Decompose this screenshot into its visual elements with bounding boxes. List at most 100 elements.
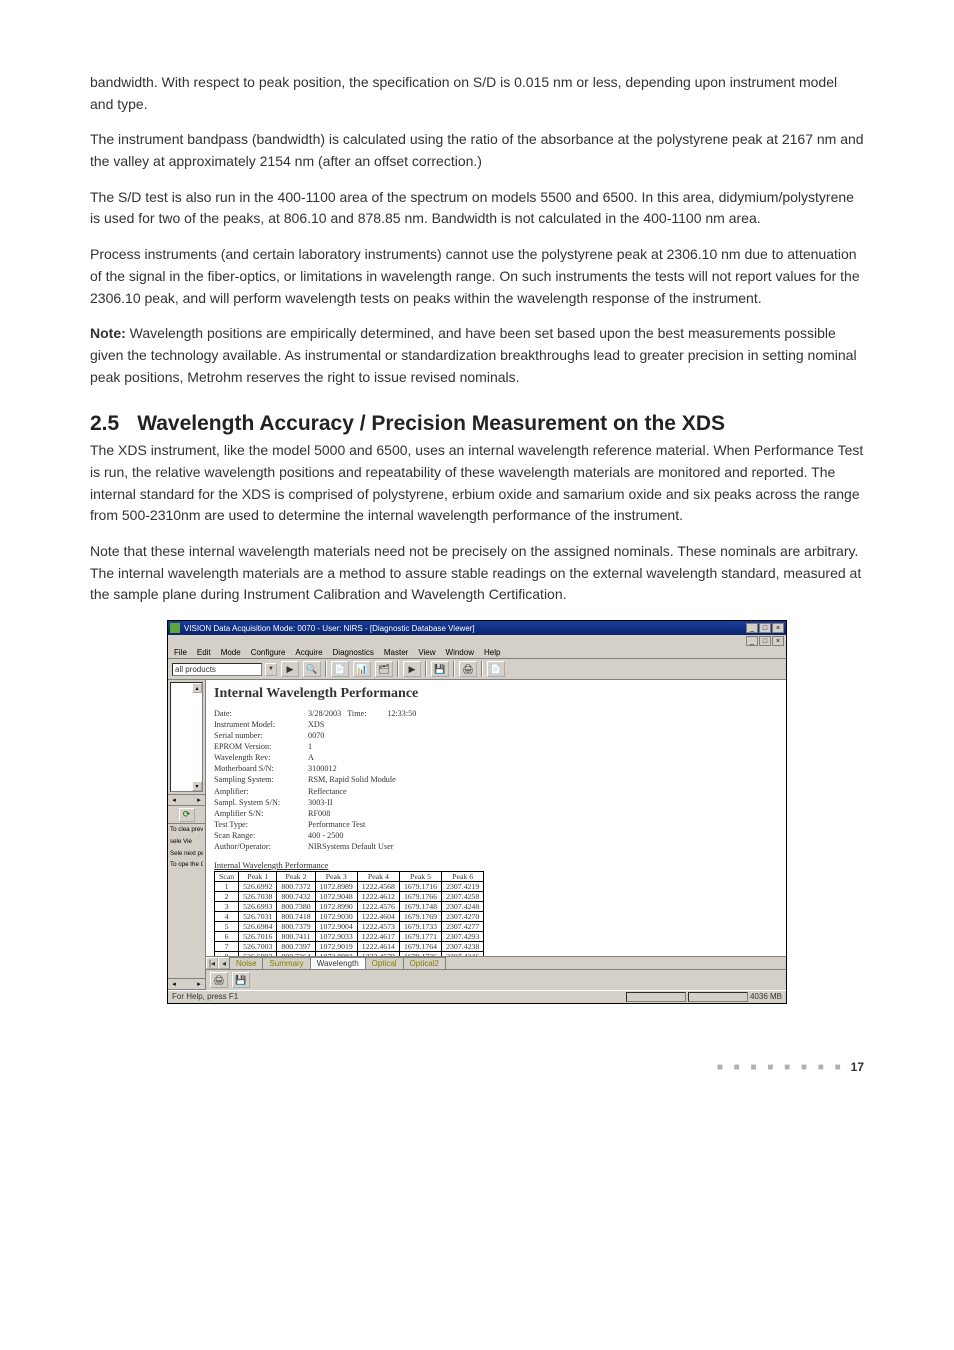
bottom-print-icon[interactable]: 🖨 <box>210 972 228 988</box>
mdi-close-button[interactable]: × <box>772 636 784 646</box>
toolbar-separator <box>397 661 399 677</box>
scroll-right-icon[interactable]: ▸ <box>193 979 205 989</box>
perf-header: Peak 2 <box>277 871 315 881</box>
perf-cell: 1679.1771 <box>399 931 441 941</box>
toolbar-chart-icon[interactable]: 📊 <box>353 661 371 677</box>
toolbar-separator <box>325 661 327 677</box>
tab-summary[interactable]: Summary <box>262 957 310 969</box>
statusbar: For Help, press F1 4036 MB <box>168 990 786 1003</box>
perf-cell: 1679.1748 <box>399 901 441 911</box>
perf-cell: 526.7016 <box>239 931 277 941</box>
toolbar-cards-icon[interactable]: 🗂 <box>375 661 393 677</box>
toolbar-print-icon[interactable]: 🖨 <box>459 661 477 677</box>
report-pane: Internal Wavelength Performance Date:3/2… <box>206 680 786 990</box>
perf-cell: 5 <box>215 921 239 931</box>
status-cell <box>626 992 686 1002</box>
perf-cell: 3 <box>215 901 239 911</box>
perf-cell: 526.7031 <box>239 911 277 921</box>
refresh-icon[interactable]: ⟳ <box>179 808 195 822</box>
toolbar-separator <box>425 661 427 677</box>
menu-master[interactable]: Master <box>384 648 408 657</box>
para-bandwidth: bandwidth. With respect to peak position… <box>90 72 864 115</box>
perf-cell: 2307.4238 <box>442 941 484 951</box>
tab-noise[interactable]: Noise <box>229 957 263 969</box>
perf-cell: 1072.9004 <box>315 921 357 931</box>
toolbar-doc-icon[interactable]: 📄 <box>331 661 349 677</box>
toolbar-separator <box>481 661 483 677</box>
app-logo-icon <box>170 623 180 633</box>
para-bandpass: The instrument bandpass (bandwidth) is c… <box>90 129 864 172</box>
perf-header: Peak 6 <box>442 871 484 881</box>
product-combo[interactable]: all products <box>172 663 262 676</box>
perf-cell: 6 <box>215 931 239 941</box>
mdi-child-controls: _ □ × <box>168 635 786 647</box>
perf-cell: 1679.1716 <box>399 881 441 891</box>
toolbar-search-icon[interactable]: 🔍 <box>303 661 321 677</box>
product-combo-arrow-icon[interactable]: ▼ <box>265 663 277 676</box>
mdi-minimize-button[interactable]: _ <box>746 636 758 646</box>
left-hint-labels: To clea prev colle Dat sele Vie Sele nex… <box>168 824 205 871</box>
toolbar-play-icon[interactable]: ▶ <box>281 661 299 677</box>
menu-configure[interactable]: Configure <box>251 648 286 657</box>
perf-cell: 800.7418 <box>277 911 315 921</box>
tab-optical[interactable]: Optical <box>365 957 404 969</box>
tab-first-icon[interactable]: |◂ <box>206 957 218 969</box>
perf-cell: 2307.4219 <box>442 881 484 891</box>
menu-help[interactable]: Help <box>484 648 500 657</box>
perf-cell: 526.6984 <box>239 921 277 931</box>
section-heading-2-5: 2.5Wavelength Accuracy / Precision Measu… <box>90 412 864 436</box>
bottom-save-icon[interactable]: 💾 <box>232 972 250 988</box>
note-label: Note: <box>90 325 126 341</box>
perf-header: Peak 4 <box>357 871 399 881</box>
perf-cell: 800.7432 <box>277 891 315 901</box>
perf-header: Peak 5 <box>399 871 441 881</box>
minimize-button[interactable]: _ <box>746 623 758 633</box>
perf-cell: 800.7380 <box>277 901 315 911</box>
menubar: File Edit Mode Configure Acquire Diagnos… <box>168 647 786 659</box>
perf-cell: 1 <box>215 881 239 891</box>
toolbar-page-icon[interactable]: 📄 <box>487 661 505 677</box>
perf-cell: 800.7372 <box>277 881 315 891</box>
menu-mode[interactable]: Mode <box>221 648 241 657</box>
perf-cell: 1679.1733 <box>399 921 441 931</box>
menu-acquire[interactable]: Acquire <box>295 648 322 657</box>
para-sd-400-1100: The S/D test is also run in the 400-1100… <box>90 187 864 230</box>
scroll-down-icon[interactable]: ▾ <box>192 781 202 791</box>
para-note: Note: Wavelength positions are empirical… <box>90 323 864 388</box>
tab-optical2[interactable]: Optical2 <box>403 957 446 969</box>
menu-file[interactable]: File <box>174 648 187 657</box>
left-list[interactable]: ▴ ▾ <box>170 682 203 792</box>
perf-cell: 1222.4617 <box>357 931 399 941</box>
maximize-button[interactable]: □ <box>759 623 771 633</box>
scroll-up-icon[interactable]: ▴ <box>192 683 202 693</box>
scroll-right-icon[interactable]: ▸ <box>193 795 205 805</box>
perf-header: Scan <box>215 871 239 881</box>
close-button[interactable]: × <box>772 623 784 633</box>
scroll-left-icon[interactable]: ◂ <box>168 795 180 805</box>
menu-edit[interactable]: Edit <box>197 648 211 657</box>
perf-table-caption: Internal Wavelength Performance <box>214 860 778 870</box>
mdi-maximize-button[interactable]: □ <box>759 636 771 646</box>
section-title: Wavelength Accuracy / Precision Measurem… <box>137 412 725 435</box>
table-row: 5526.6984800.73791072.90041222.45731679.… <box>215 921 484 931</box>
perf-header: Peak 3 <box>315 871 357 881</box>
perf-cell: 526.7038 <box>239 891 277 901</box>
scroll-left-icon[interactable]: ◂ <box>168 979 180 989</box>
perf-cell: 2307.4293 <box>442 931 484 941</box>
menu-diagnostics[interactable]: Diagnostics <box>333 648 374 657</box>
perf-cell: 1222.4614 <box>357 941 399 951</box>
perf-cell: 800.7411 <box>277 931 315 941</box>
menu-view[interactable]: View <box>418 648 435 657</box>
status-memory: 4036 MB <box>750 992 782 1002</box>
perf-header: Peak 1 <box>239 871 277 881</box>
perf-cell: 2307.4248 <box>442 901 484 911</box>
table-row: 3526.6993800.73801072.89901222.45761679.… <box>215 901 484 911</box>
toolbar-run-icon[interactable]: ▶ <box>403 661 421 677</box>
menu-window[interactable]: Window <box>446 648 474 657</box>
page-number: 17 <box>851 1060 864 1074</box>
tab-wavelength[interactable]: Wavelength <box>310 957 366 969</box>
perf-cell: 526.6993 <box>239 901 277 911</box>
toolbar-save-icon[interactable]: 💾 <box>431 661 449 677</box>
report-title: Internal Wavelength Performance <box>214 686 778 702</box>
report-bottom-toolbar: 🖨 💾 <box>206 969 786 990</box>
